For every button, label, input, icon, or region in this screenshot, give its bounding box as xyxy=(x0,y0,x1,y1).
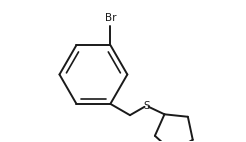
Text: S: S xyxy=(143,101,150,111)
Text: Br: Br xyxy=(105,13,116,23)
